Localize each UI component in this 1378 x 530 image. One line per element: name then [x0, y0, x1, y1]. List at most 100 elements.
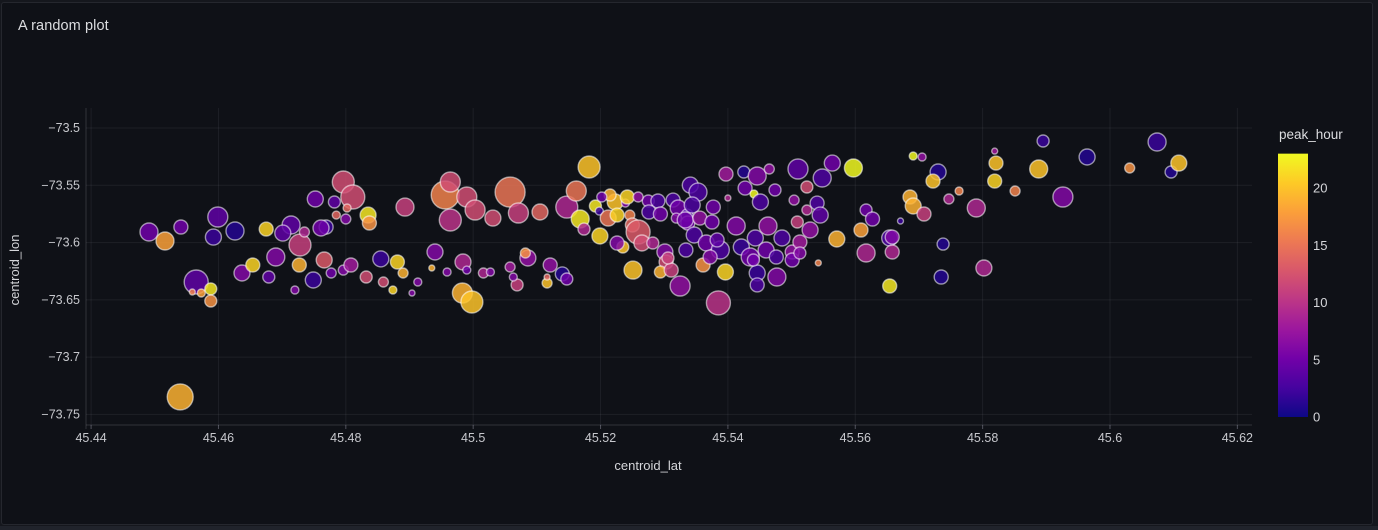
bubble[interactable] — [814, 259, 822, 267]
bubble[interactable] — [884, 244, 900, 260]
bubble[interactable] — [166, 383, 194, 411]
bubble[interactable] — [543, 273, 551, 281]
bubble[interactable] — [718, 166, 734, 182]
bubble[interactable] — [462, 265, 472, 275]
bubble[interactable] — [225, 221, 245, 241]
bubble[interactable] — [531, 203, 549, 221]
bubble[interactable] — [988, 155, 1004, 171]
bubble[interactable] — [139, 222, 159, 242]
bubble[interactable] — [428, 264, 436, 272]
bubble[interactable] — [737, 180, 753, 196]
bubble[interactable] — [705, 290, 732, 316]
bubble[interactable] — [377, 276, 390, 288]
bubble[interactable] — [306, 190, 324, 208]
bubble[interactable] — [291, 257, 307, 273]
bubble[interactable] — [787, 158, 809, 180]
bubble[interactable] — [663, 262, 679, 278]
bubble[interactable] — [678, 242, 694, 258]
bubble[interactable] — [312, 219, 330, 237]
bubble[interactable] — [716, 263, 735, 281]
bubble[interactable] — [298, 226, 311, 238]
bubble[interactable] — [646, 236, 660, 250]
bubble[interactable] — [188, 288, 197, 296]
bubble[interactable] — [388, 285, 398, 295]
bubble[interactable] — [183, 269, 209, 295]
bubble[interactable] — [758, 216, 778, 236]
bubble[interactable] — [773, 229, 791, 247]
bubble[interactable] — [856, 243, 876, 263]
bubble[interactable] — [288, 233, 312, 257]
bubble[interactable] — [408, 289, 416, 297]
bubble[interactable] — [207, 206, 229, 228]
bubble[interactable] — [704, 214, 720, 230]
bubble[interactable] — [340, 184, 366, 210]
bubble[interactable] — [724, 194, 732, 202]
bubble[interactable] — [1078, 148, 1096, 166]
bubble[interactable] — [882, 278, 898, 294]
bubble[interactable] — [591, 227, 609, 245]
bubble[interactable] — [1147, 132, 1167, 152]
bubble[interactable] — [904, 197, 922, 215]
bubble[interactable] — [413, 277, 423, 287]
bubble[interactable] — [619, 189, 635, 205]
bubble[interactable] — [823, 154, 841, 172]
bubble[interactable] — [676, 211, 694, 229]
bubble[interactable] — [245, 257, 261, 273]
bubble[interactable] — [555, 195, 579, 219]
bubble[interactable] — [991, 147, 999, 155]
bubble[interactable] — [325, 267, 337, 279]
bubble[interactable] — [702, 249, 718, 265]
bubble[interactable] — [801, 204, 813, 216]
bubble[interactable] — [746, 229, 764, 247]
bubble[interactable] — [726, 216, 746, 236]
bubble[interactable] — [1123, 162, 1136, 174]
bubble[interactable] — [1009, 185, 1021, 197]
bubble[interactable] — [343, 257, 359, 273]
bubble[interactable] — [709, 232, 725, 248]
bubble[interactable] — [828, 230, 846, 248]
bubble[interactable] — [933, 269, 949, 285]
bubble[interactable] — [609, 235, 625, 251]
bubble[interactable] — [1036, 134, 1050, 148]
bubble[interactable] — [204, 294, 218, 308]
bubble[interactable] — [361, 215, 378, 231]
bubble[interactable] — [315, 251, 333, 269]
bubble[interactable] — [609, 207, 625, 223]
bubble[interactable] — [751, 193, 770, 211]
bubble[interactable] — [372, 250, 390, 268]
bubble[interactable] — [560, 272, 574, 286]
bubble[interactable] — [464, 199, 486, 221]
bubble[interactable] — [812, 168, 832, 188]
bubble[interactable] — [790, 215, 804, 229]
bubble[interactable] — [843, 158, 864, 178]
bubble[interactable] — [389, 254, 406, 270]
bubble[interactable] — [917, 152, 927, 162]
bubble[interactable] — [705, 199, 721, 215]
bubble[interactable] — [359, 270, 373, 284]
bubble[interactable] — [266, 247, 286, 267]
bubble[interactable] — [925, 173, 941, 189]
bubble[interactable] — [397, 267, 409, 279]
bubble[interactable] — [747, 166, 767, 186]
bubble[interactable] — [438, 208, 462, 232]
bubble[interactable] — [340, 213, 352, 225]
panel-title[interactable]: A random plot — [18, 18, 109, 34]
bubble[interactable] — [661, 251, 675, 265]
bubble[interactable] — [274, 224, 292, 242]
bubble[interactable] — [908, 151, 918, 161]
bubble[interactable] — [290, 285, 300, 295]
bubble[interactable] — [577, 155, 601, 179]
bubble[interactable] — [204, 282, 218, 296]
bubble[interactable] — [426, 243, 444, 261]
bubble[interactable] — [936, 237, 950, 251]
bubble[interactable] — [258, 221, 274, 237]
bubble[interactable] — [304, 271, 322, 289]
bubble[interactable] — [916, 206, 932, 222]
bubble[interactable] — [327, 195, 342, 209]
bubble[interactable] — [768, 183, 782, 197]
bubble[interactable] — [966, 198, 986, 218]
bubble[interactable] — [565, 180, 587, 202]
bubble[interactable] — [331, 210, 341, 220]
bubble[interactable] — [155, 231, 175, 251]
bubble[interactable] — [596, 191, 608, 203]
